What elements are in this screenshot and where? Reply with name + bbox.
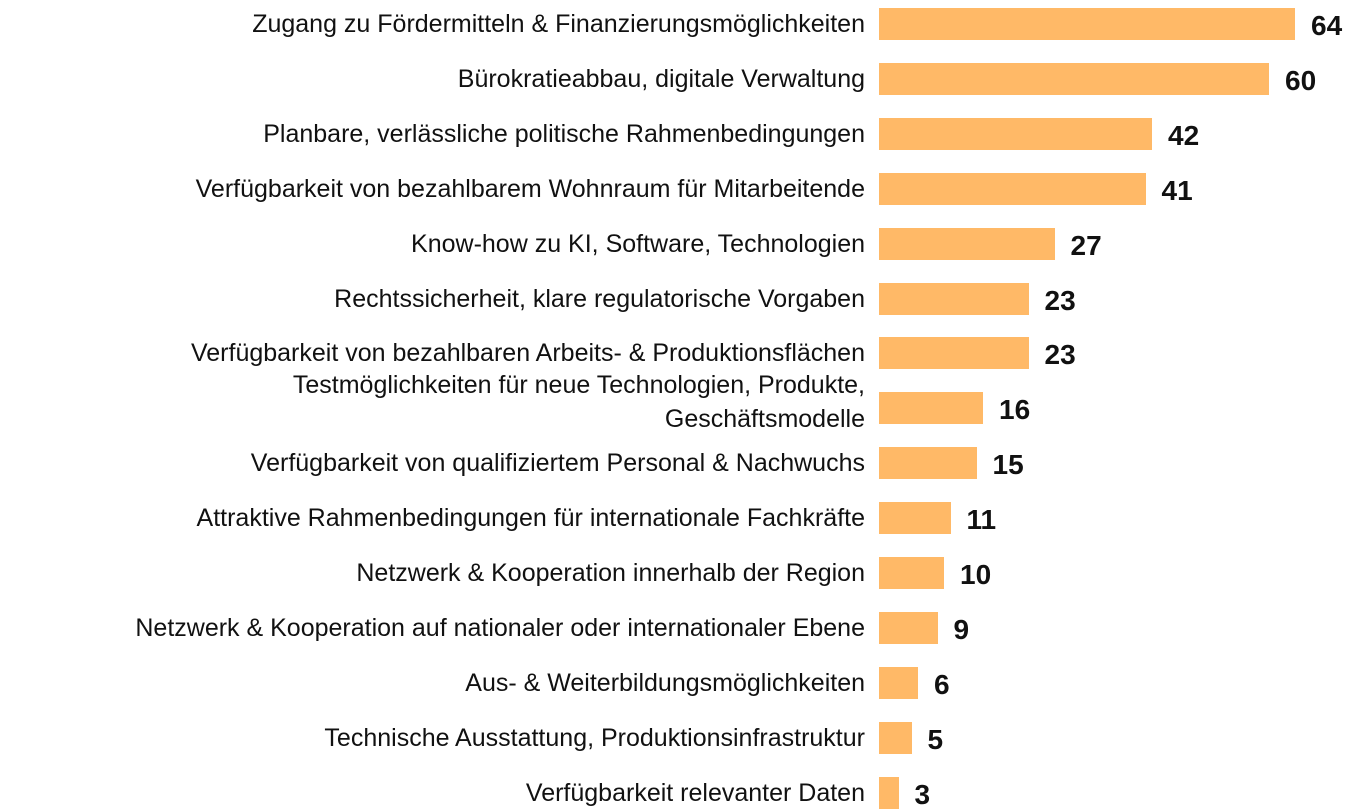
bar bbox=[879, 502, 951, 535]
category-label: Verfügbarkeit von bezahlbarem Wohnraum f… bbox=[195, 174, 865, 203]
category-label: Technische Ausstattung, Produktionsinfra… bbox=[324, 723, 865, 752]
value-label: 6 bbox=[934, 668, 950, 700]
value-label: 9 bbox=[953, 613, 970, 645]
bar bbox=[879, 172, 1146, 205]
bar bbox=[879, 557, 944, 589]
category-label: Verfügbarkeit relevanter Daten bbox=[525, 778, 865, 807]
bar bbox=[879, 337, 1029, 370]
category-label: Aus- & Weiterbildungsmöglichkeiten bbox=[465, 668, 865, 697]
value-label: 23 bbox=[1044, 339, 1076, 371]
value-label: 3 bbox=[914, 778, 931, 810]
category-label: Rechtssicherheit, klare regulatorische V… bbox=[334, 284, 865, 313]
value-label: 23 bbox=[1044, 284, 1076, 316]
category-label: Bürokratieabbau, digitale Verwaltung bbox=[457, 64, 865, 93]
category-label: Netzwerk & Kooperation auf nationaler od… bbox=[135, 613, 865, 642]
bar bbox=[879, 611, 938, 644]
bar bbox=[879, 666, 918, 699]
value-label: 64 bbox=[1311, 10, 1343, 41]
category-label: Testmöglichkeiten für neue Technologien,… bbox=[292, 371, 865, 434]
bar bbox=[879, 117, 1152, 150]
value-label: 60 bbox=[1285, 64, 1317, 96]
value-label: 42 bbox=[1168, 119, 1200, 151]
bar bbox=[879, 8, 1295, 40]
value-label: 16 bbox=[999, 394, 1031, 426]
bar bbox=[879, 721, 912, 754]
category-label: Planbare, verlässliche politische Rahmen… bbox=[263, 119, 865, 148]
bar bbox=[879, 282, 1029, 315]
bar bbox=[879, 392, 983, 425]
value-label: 5 bbox=[927, 723, 944, 755]
category-label: Know-how zu KI, Software, Technologien bbox=[411, 229, 865, 258]
category-label: Verfügbarkeit von qualifiziertem Persona… bbox=[250, 449, 865, 478]
value-label: 27 bbox=[1070, 229, 1102, 261]
value-label: 15 bbox=[992, 449, 1024, 481]
category-label: Netzwerk & Kooperation innerhalb der Reg… bbox=[356, 559, 865, 587]
bar bbox=[879, 776, 899, 809]
category-label: Verfügbarkeit von bezahlbaren Arbeits- &… bbox=[190, 339, 865, 368]
category-label: Zugang zu Fördermitteln & Finanzierungsm… bbox=[252, 10, 865, 38]
bar bbox=[879, 447, 977, 480]
category-label: Attraktive Rahmenbedingungen für interna… bbox=[196, 504, 865, 533]
value-label: 10 bbox=[960, 559, 992, 590]
bar bbox=[879, 227, 1055, 260]
bar bbox=[879, 62, 1269, 95]
value-label: 41 bbox=[1161, 174, 1193, 206]
value-label: 11 bbox=[966, 504, 997, 536]
